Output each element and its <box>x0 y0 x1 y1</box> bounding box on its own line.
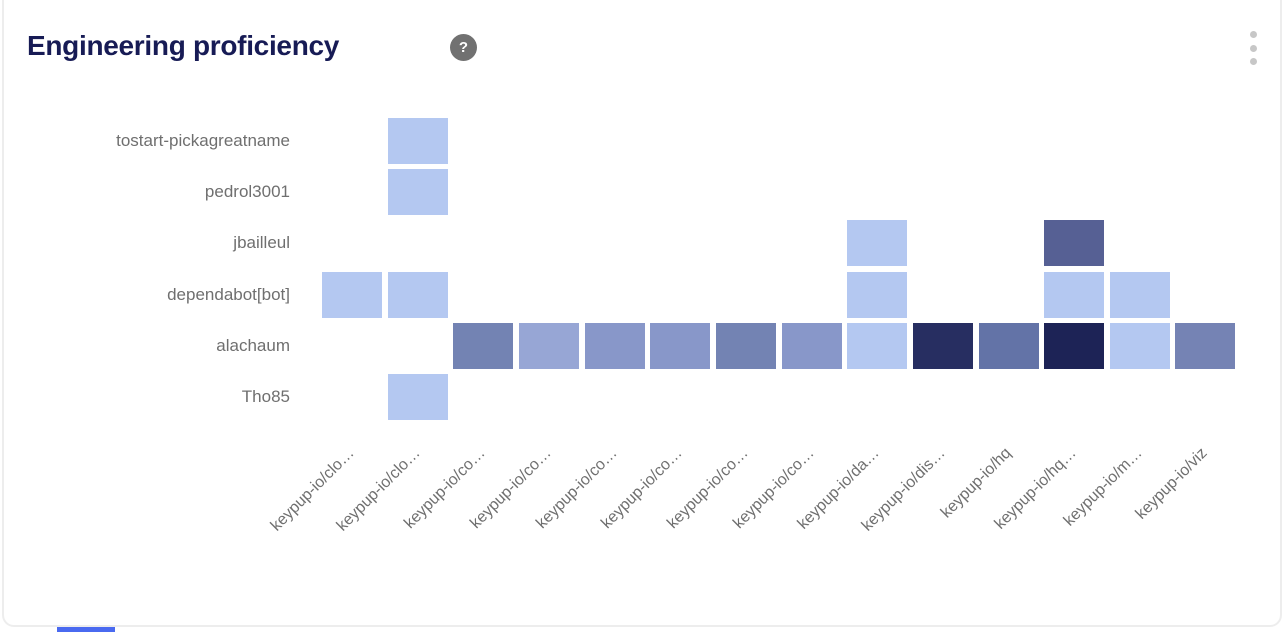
heatmap-cell[interactable] <box>387 374 448 420</box>
row-label: alachaum <box>216 335 290 355</box>
heatmap-cell[interactable] <box>1044 322 1105 369</box>
heatmap-cell[interactable] <box>847 220 908 267</box>
row-label: tostart-pickagreatname <box>116 131 290 150</box>
heatmap-cell[interactable] <box>847 271 908 318</box>
heatmap-cell[interactable] <box>1044 271 1105 318</box>
heatmap-cell[interactable] <box>518 322 579 369</box>
heatmap-cell[interactable] <box>1044 220 1105 267</box>
heatmap-cell[interactable] <box>387 271 448 318</box>
heatmap-cell[interactable] <box>453 322 514 369</box>
widget-title: Engineering proficiency <box>27 30 340 61</box>
help-icon[interactable]: ? <box>450 34 477 61</box>
bottom-accent-bar <box>57 627 115 632</box>
row-label: jbailleul <box>233 233 290 253</box>
row-label: Tho85 <box>241 387 290 406</box>
heatmap-cell[interactable] <box>650 322 711 369</box>
row-label: dependabot[bot] <box>167 284 290 304</box>
heatmap-cell[interactable] <box>1109 271 1170 318</box>
kebab-menu-icon[interactable] <box>1243 31 1263 65</box>
heatmap-cell[interactable] <box>715 322 776 369</box>
heatmap-cell[interactable] <box>322 271 382 318</box>
heatmap-cell[interactable] <box>387 169 448 216</box>
heatmap-cell[interactable] <box>781 322 842 369</box>
heatmap-cell[interactable] <box>1109 322 1170 369</box>
kebab-dot <box>1249 58 1257 65</box>
heatmap-cell[interactable] <box>584 322 645 369</box>
widget-header: Engineering proficiency ? <box>0 0 1286 80</box>
kebab-dot <box>1249 44 1257 52</box>
heatmap-cell[interactable] <box>912 322 973 369</box>
heatmap-cell[interactable] <box>387 118 448 164</box>
heatmap-cell[interactable] <box>978 322 1039 369</box>
row-label: pedrol3001 <box>204 182 290 202</box>
heatmap-cell[interactable] <box>847 322 908 369</box>
heatmap-cell[interactable] <box>1175 322 1236 369</box>
kebab-dot <box>1249 31 1257 38</box>
